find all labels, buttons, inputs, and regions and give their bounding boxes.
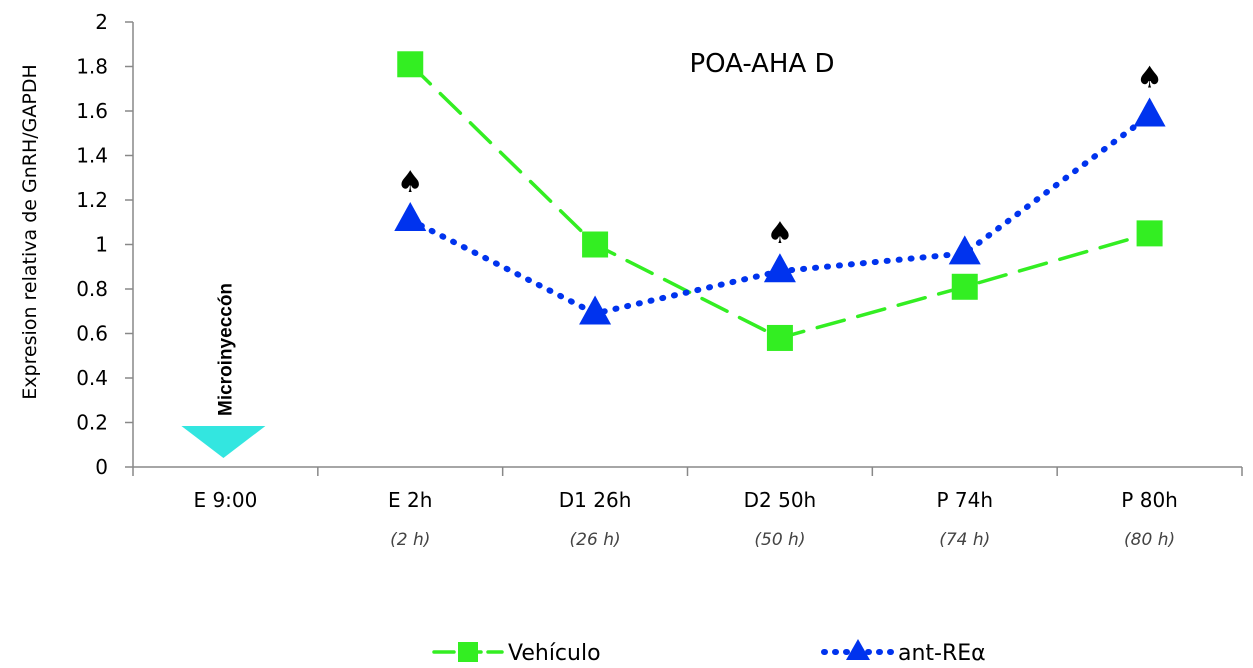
annotation-label: Microinyeccón <box>215 283 236 416</box>
y-tick-label: 1.8 <box>76 55 108 79</box>
annotation-layer: ♠ ♠ ♠ Microinyeccón <box>181 60 1163 458</box>
data-point <box>766 324 793 351</box>
data-point <box>394 202 427 232</box>
data-point <box>397 51 424 78</box>
legend: Vehículo ant-REα <box>432 639 986 666</box>
legend-item: Vehículo <box>432 641 601 666</box>
legend-marker <box>458 642 478 662</box>
x-axis-ticks: E 9:00 E 2h (2 h) D1 26h (26 h) D2 50h (50 h) P… <box>132 467 1243 550</box>
y-tick-label: 1.2 <box>76 188 108 212</box>
y-tick-label: 0.2 <box>76 411 108 435</box>
y-tick-label: 0.4 <box>76 366 108 390</box>
series-vehiculo <box>397 51 1163 351</box>
data-point <box>763 253 796 283</box>
x-tick-sublabel: (26 h) <box>570 530 621 550</box>
chart-title: POA-AHA D <box>689 49 834 79</box>
y-tick-label: 1.6 <box>76 99 108 123</box>
legend-marker <box>846 639 870 660</box>
x-tick-label: D1 26h <box>559 488 632 512</box>
y-tick-label: 0.8 <box>76 277 108 301</box>
x-tick-sublabel: (2 h) <box>390 530 430 550</box>
y-tick-label: 0 <box>95 455 108 479</box>
significance-marker: ♠ <box>766 216 793 251</box>
significance-marker: ♠ <box>397 165 424 200</box>
x-tick-label: E 9:00 <box>193 488 257 512</box>
y-tick-label: 0.6 <box>76 322 108 346</box>
x-tick-label: D2 50h <box>744 488 817 512</box>
x-tick-label: E 2h <box>388 488 432 512</box>
data-point <box>1133 97 1166 127</box>
x-tick-sublabel: (80 h) <box>1124 530 1175 550</box>
y-tick-label: 1.4 <box>76 144 108 168</box>
legend-label: Vehículo <box>508 641 601 666</box>
x-tick-label: P 74h <box>936 488 993 512</box>
series-ant-re-alpha <box>394 97 1166 325</box>
y-tick-label: 1 <box>95 233 108 257</box>
x-tick-sublabel: (50 h) <box>754 530 805 550</box>
significance-marker: ♠ <box>1136 60 1163 95</box>
data-point <box>948 235 981 265</box>
legend-label: ant-REα <box>898 641 986 666</box>
y-axis-ticks: 0 0.2 0.4 0.6 0.8 1 1.2 1.4 1.6 1.8 2 <box>76 10 133 479</box>
x-tick-label: P 80h <box>1121 488 1178 512</box>
data-point <box>951 273 978 300</box>
y-tick-label: 2 <box>95 10 108 34</box>
axes <box>132 22 1242 468</box>
data-point <box>1136 220 1163 247</box>
data-point <box>579 295 612 325</box>
series-layer <box>394 51 1166 351</box>
injection-arrow-icon <box>181 426 266 458</box>
data-point <box>582 231 609 258</box>
series-line <box>407 112 1153 317</box>
y-axis-label: Expresion relativa de GnRH/GAPDH <box>19 64 41 399</box>
legend-item: ant-REα <box>821 639 986 666</box>
x-tick-sublabel: (74 h) <box>939 530 990 550</box>
